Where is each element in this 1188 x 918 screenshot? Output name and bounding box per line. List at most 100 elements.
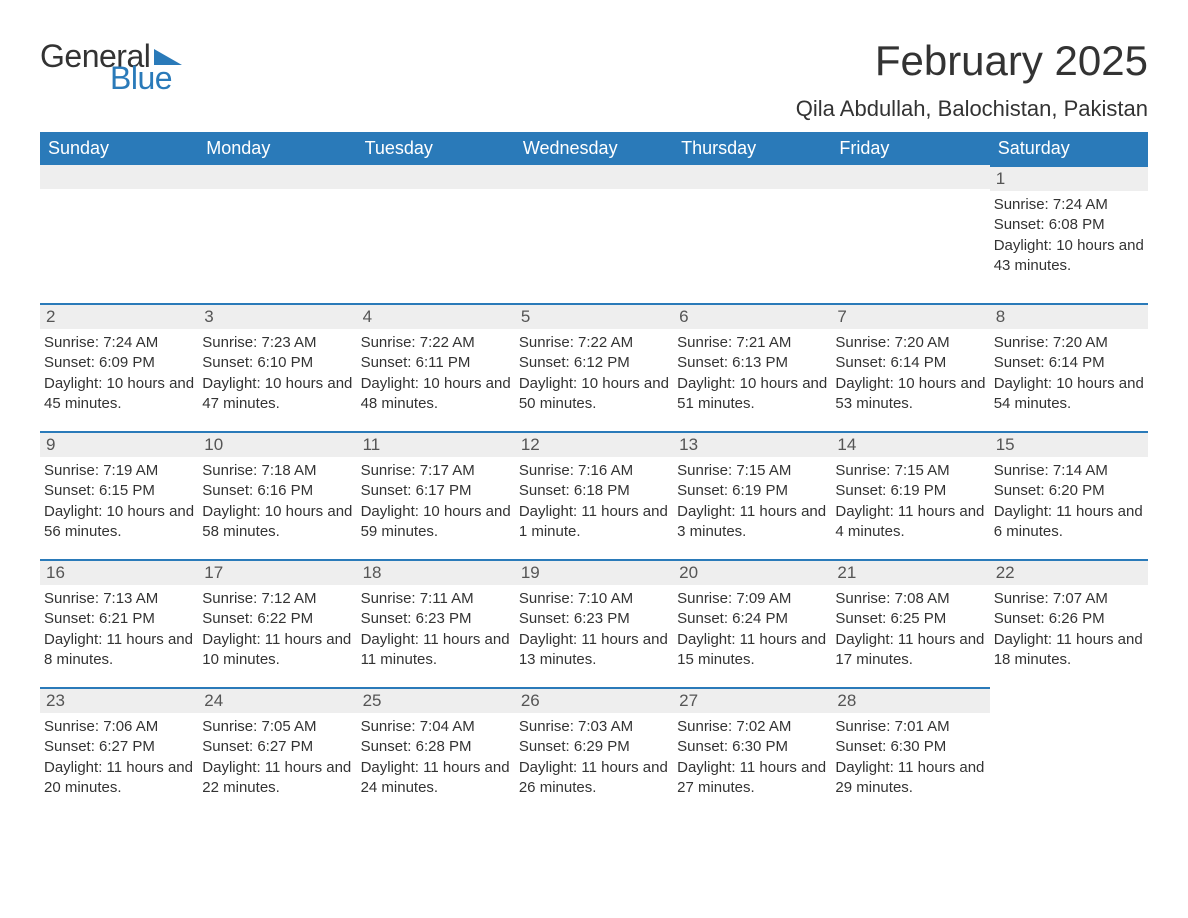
day-header: Sunday xyxy=(40,132,198,165)
daylight-text: Daylight: 11 hours and 17 minutes. xyxy=(835,630,985,671)
sunrise-text: Sunrise: 7:11 AM xyxy=(361,589,511,609)
day-number: 12 xyxy=(515,431,673,457)
daylight-text: Daylight: 10 hours and 47 minutes. xyxy=(202,374,352,415)
daylight-text: Daylight: 11 hours and 3 minutes. xyxy=(677,502,827,543)
day-cell: 6Sunrise: 7:21 AMSunset: 6:13 PMDaylight… xyxy=(673,293,831,421)
day-number: 25 xyxy=(357,687,515,713)
sunrise-text: Sunrise: 7:21 AM xyxy=(677,333,827,353)
daylight-text: Daylight: 10 hours and 51 minutes. xyxy=(677,374,827,415)
sunrise-text: Sunrise: 7:22 AM xyxy=(519,333,669,353)
sunset-text: Sunset: 6:23 PM xyxy=(519,609,669,629)
day-number: 9 xyxy=(40,431,198,457)
sunset-text: Sunset: 6:15 PM xyxy=(44,481,194,501)
sunset-text: Sunset: 6:08 PM xyxy=(994,215,1144,235)
sunrise-text: Sunrise: 7:03 AM xyxy=(519,717,669,737)
sunset-text: Sunset: 6:30 PM xyxy=(677,737,827,757)
daylight-text: Daylight: 10 hours and 59 minutes. xyxy=(361,502,511,543)
empty-cell xyxy=(357,165,515,293)
day-details: Sunrise: 7:19 AMSunset: 6:15 PMDaylight:… xyxy=(40,457,198,542)
day-number: 24 xyxy=(198,687,356,713)
day-cell: 24Sunrise: 7:05 AMSunset: 6:27 PMDayligh… xyxy=(198,677,356,805)
daylight-text: Daylight: 10 hours and 54 minutes. xyxy=(994,374,1144,415)
daylight-text: Daylight: 10 hours and 56 minutes. xyxy=(44,502,194,543)
day-header: Friday xyxy=(831,132,989,165)
day-cell: 4Sunrise: 7:22 AMSunset: 6:11 PMDaylight… xyxy=(357,293,515,421)
sunset-text: Sunset: 6:29 PM xyxy=(519,737,669,757)
sunset-text: Sunset: 6:26 PM xyxy=(994,609,1144,629)
day-details: Sunrise: 7:11 AMSunset: 6:23 PMDaylight:… xyxy=(357,585,515,670)
sunrise-text: Sunrise: 7:14 AM xyxy=(994,461,1144,481)
day-number: 7 xyxy=(831,303,989,329)
day-details: Sunrise: 7:01 AMSunset: 6:30 PMDaylight:… xyxy=(831,713,989,798)
daylight-text: Daylight: 10 hours and 43 minutes. xyxy=(994,236,1144,277)
daylight-text: Daylight: 11 hours and 13 minutes. xyxy=(519,630,669,671)
day-details: Sunrise: 7:14 AMSunset: 6:20 PMDaylight:… xyxy=(990,457,1148,542)
day-number: 23 xyxy=(40,687,198,713)
day-header: Saturday xyxy=(990,132,1148,165)
day-details: Sunrise: 7:18 AMSunset: 6:16 PMDaylight:… xyxy=(198,457,356,542)
sunset-text: Sunset: 6:12 PM xyxy=(519,353,669,373)
sunset-text: Sunset: 6:22 PM xyxy=(202,609,352,629)
day-cell: 28Sunrise: 7:01 AMSunset: 6:30 PMDayligh… xyxy=(831,677,989,805)
day-cell: 25Sunrise: 7:04 AMSunset: 6:28 PMDayligh… xyxy=(357,677,515,805)
day-number: 5 xyxy=(515,303,673,329)
sunrise-text: Sunrise: 7:10 AM xyxy=(519,589,669,609)
daylight-text: Daylight: 11 hours and 18 minutes. xyxy=(994,630,1144,671)
day-number: 28 xyxy=(831,687,989,713)
day-cell: 13Sunrise: 7:15 AMSunset: 6:19 PMDayligh… xyxy=(673,421,831,549)
calendar-week: 1Sunrise: 7:24 AMSunset: 6:08 PMDaylight… xyxy=(40,165,1148,293)
day-details: Sunrise: 7:23 AMSunset: 6:10 PMDaylight:… xyxy=(198,329,356,414)
day-cell: 26Sunrise: 7:03 AMSunset: 6:29 PMDayligh… xyxy=(515,677,673,805)
daylight-text: Daylight: 10 hours and 50 minutes. xyxy=(519,374,669,415)
empty-cell xyxy=(831,165,989,293)
sunrise-text: Sunrise: 7:09 AM xyxy=(677,589,827,609)
day-number: 16 xyxy=(40,559,198,585)
sunset-text: Sunset: 6:14 PM xyxy=(994,353,1144,373)
day-number: 4 xyxy=(357,303,515,329)
day-details: Sunrise: 7:22 AMSunset: 6:12 PMDaylight:… xyxy=(515,329,673,414)
sunrise-text: Sunrise: 7:17 AM xyxy=(361,461,511,481)
day-details: Sunrise: 7:24 AMSunset: 6:08 PMDaylight:… xyxy=(990,191,1148,276)
day-number: 22 xyxy=(990,559,1148,585)
daylight-text: Daylight: 10 hours and 48 minutes. xyxy=(361,374,511,415)
calendar-week: 2Sunrise: 7:24 AMSunset: 6:09 PMDaylight… xyxy=(40,293,1148,421)
day-cell: 11Sunrise: 7:17 AMSunset: 6:17 PMDayligh… xyxy=(357,421,515,549)
day-header: Wednesday xyxy=(515,132,673,165)
header: General Blue February 2025 Qila Abdullah… xyxy=(40,40,1148,122)
sunset-text: Sunset: 6:19 PM xyxy=(677,481,827,501)
day-number: 11 xyxy=(357,431,515,457)
sunset-text: Sunset: 6:09 PM xyxy=(44,353,194,373)
day-number: 6 xyxy=(673,303,831,329)
daylight-text: Daylight: 11 hours and 27 minutes. xyxy=(677,758,827,799)
sunrise-text: Sunrise: 7:18 AM xyxy=(202,461,352,481)
day-cell: 23Sunrise: 7:06 AMSunset: 6:27 PMDayligh… xyxy=(40,677,198,805)
day-details: Sunrise: 7:24 AMSunset: 6:09 PMDaylight:… xyxy=(40,329,198,414)
daylight-text: Daylight: 11 hours and 15 minutes. xyxy=(677,630,827,671)
sunrise-text: Sunrise: 7:15 AM xyxy=(677,461,827,481)
daylight-text: Daylight: 11 hours and 11 minutes. xyxy=(361,630,511,671)
sunrise-text: Sunrise: 7:15 AM xyxy=(835,461,985,481)
sunset-text: Sunset: 6:10 PM xyxy=(202,353,352,373)
daylight-text: Daylight: 10 hours and 58 minutes. xyxy=(202,502,352,543)
day-cell: 1Sunrise: 7:24 AMSunset: 6:08 PMDaylight… xyxy=(990,165,1148,293)
day-details: Sunrise: 7:13 AMSunset: 6:21 PMDaylight:… xyxy=(40,585,198,670)
sunrise-text: Sunrise: 7:08 AM xyxy=(835,589,985,609)
day-cell: 19 Sunrise: 7:10 AMSunset: 6:23 PMDayligh… xyxy=(515,549,673,677)
sunrise-text: Sunrise: 7:12 AM xyxy=(202,589,352,609)
day-cell: 10Sunrise: 7:18 AMSunset: 6:16 PMDayligh… xyxy=(198,421,356,549)
day-number: 14 xyxy=(831,431,989,457)
day-details: Sunrise: 7:03 AMSunset: 6:29 PMDaylight:… xyxy=(515,713,673,798)
sunset-text: Sunset: 6:21 PM xyxy=(44,609,194,629)
day-cell: 22Sunrise: 7:07 AMSunset: 6:26 PMDayligh… xyxy=(990,549,1148,677)
sunrise-text: Sunrise: 7:20 AM xyxy=(835,333,985,353)
day-cell: 17Sunrise: 7:12 AMSunset: 6:22 PMDayligh… xyxy=(198,549,356,677)
day-details: Sunrise: 7:09 AMSunset: 6:24 PMDaylight:… xyxy=(673,585,831,670)
daylight-text: Daylight: 11 hours and 1 minute. xyxy=(519,502,669,543)
title-block: February 2025 Qila Abdullah, Balochistan… xyxy=(796,40,1148,122)
day-cell: 9Sunrise: 7:19 AMSunset: 6:15 PMDaylight… xyxy=(40,421,198,549)
day-number: 21 xyxy=(831,559,989,585)
empty-cell xyxy=(40,165,198,293)
calendar-week: 9Sunrise: 7:19 AMSunset: 6:15 PMDaylight… xyxy=(40,421,1148,549)
day-details: Sunrise: 7:12 AMSunset: 6:22 PMDaylight:… xyxy=(198,585,356,670)
day-number: 19 xyxy=(515,559,673,585)
